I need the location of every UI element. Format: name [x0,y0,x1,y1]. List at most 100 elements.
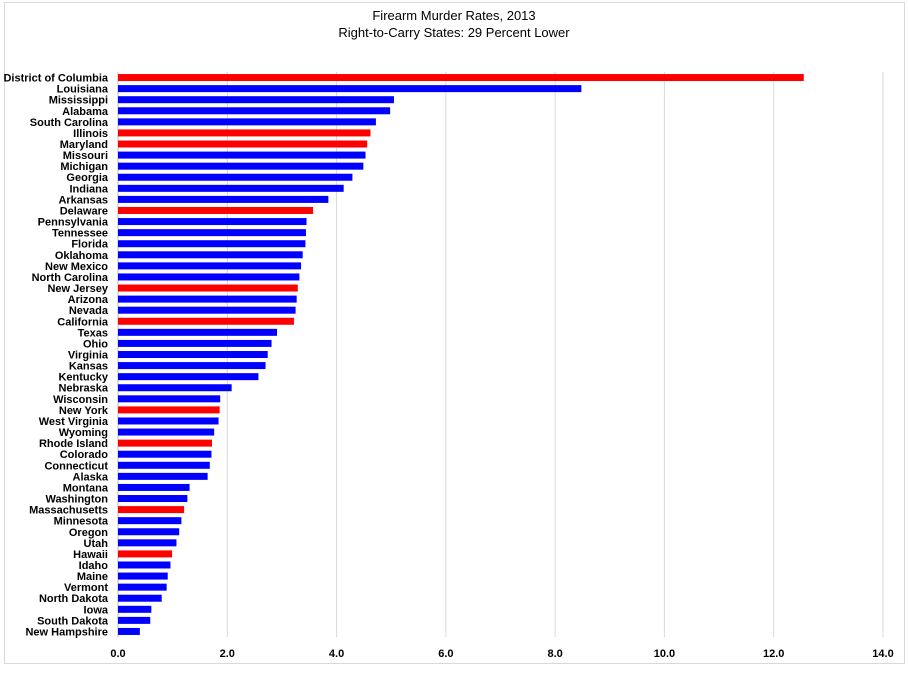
bar-west-virginia [118,417,219,425]
bar-rhode-island [118,439,212,447]
bar-montana [118,483,190,491]
category-label: Arkansas [58,194,108,206]
category-label: New Jersey [47,283,108,295]
x-tick-label: 10.0 [654,648,675,660]
category-label: Kansas [69,361,108,373]
bar-alaska [118,472,208,480]
category-label: Kentucky [58,372,108,384]
category-label: Montana [63,482,109,494]
bar-connecticut [118,461,210,469]
bar-maine [118,572,168,580]
x-tick-label: 0.0 [110,648,125,660]
category-label: Indiana [69,183,108,195]
x-tick-label: 4.0 [329,648,344,660]
bar-new-york [118,406,220,414]
bar-kentucky [118,373,259,381]
category-label: Washington [45,494,108,506]
bar-kansas [118,362,266,370]
category-label: New York [59,405,109,417]
bar-arizona [118,295,297,303]
category-label: Michigan [60,161,108,173]
x-tick-label: 12.0 [763,648,784,660]
chart-title: Firearm Murder Rates, 2013 [372,8,535,23]
category-label: Massachusetts [29,505,108,517]
bar-alabama [118,107,391,115]
category-label: Connecticut [44,460,108,472]
category-label: Alaska [73,471,109,483]
bar-south-carolina [118,118,376,126]
bar-california [118,317,294,325]
bar-new-hampshire [118,627,140,635]
category-label: Vermont [64,582,108,594]
bar-washington [118,495,188,503]
bar-wisconsin [118,395,221,403]
bar-maryland [118,140,368,148]
category-label: Pennsylvania [38,217,109,229]
category-label: California [57,316,109,328]
category-label: Texas [78,327,108,339]
bar-north-dakota [118,594,162,602]
bar-michigan [118,162,364,170]
category-label: Iowa [84,604,109,616]
bar-new-jersey [118,284,298,292]
category-label: Oregon [69,527,108,539]
bar-massachusetts [118,506,185,514]
bar-georgia [118,173,353,181]
category-label: Alabama [62,106,109,118]
category-label: Virginia [68,350,109,362]
category-label: Illinois [73,128,108,140]
x-tick-label: 6.0 [438,648,453,660]
category-label: Oklahoma [55,250,109,262]
category-label: South Carolina [30,117,109,129]
category-label: Louisiana [57,84,109,96]
bar-florida [118,240,306,248]
category-label: Utah [84,538,109,550]
bar-idaho [118,561,171,569]
bar-colorado [118,450,212,458]
bar-virginia [118,351,268,358]
bar-missouri [118,151,366,159]
category-label: Wisconsin [53,394,108,406]
bar-delaware [118,206,314,214]
category-label: Hawaii [73,549,108,561]
bar-illinois [118,129,371,137]
category-label: West Virginia [39,416,109,428]
bar-ohio [118,339,272,347]
bar-louisiana [118,85,582,93]
category-label: Ohio [83,338,108,350]
category-label: Colorado [60,449,109,461]
bar-new-mexico [118,262,302,270]
category-label: Minnesota [54,516,109,528]
chart-subtitle: Right-to-Carry States: 29 Percent Lower [338,25,570,40]
bar-utah [118,539,177,547]
category-label: Tennessee [52,228,108,240]
category-labels: District of ColumbiaLouisianaMississippi… [3,73,108,639]
bar-indiana [118,184,344,192]
bar-vermont [118,583,167,591]
category-label: Maine [77,571,108,583]
bar-hawaii [118,550,173,558]
category-label: Missouri [63,150,108,162]
bar-pennsylvania [118,218,307,226]
category-label: South Dakota [37,615,109,627]
bar-wyoming [118,428,215,436]
category-label: Rhode Island [39,438,108,450]
category-label: New Mexico [45,261,108,273]
category-label: North Carolina [32,272,109,284]
category-label: Delaware [60,205,108,217]
bar-oregon [118,528,180,536]
bar-oklahoma [118,251,303,259]
category-label: Georgia [66,172,108,184]
category-label: Nevada [69,305,109,317]
x-tick-labels: 0.0 2.0 4.0 6.0 8.0 10.0 12.0 14.0 [110,648,893,660]
bar-tennessee [118,229,306,237]
category-label: Wyoming [59,427,108,439]
x-tick-label: 14.0 [872,648,893,660]
bar-north-carolina [118,273,300,281]
bars [118,74,804,635]
bar-mississippi [118,96,394,104]
bar-south-dakota [118,616,151,624]
category-label: Florida [71,239,109,251]
bar-iowa [118,605,152,613]
